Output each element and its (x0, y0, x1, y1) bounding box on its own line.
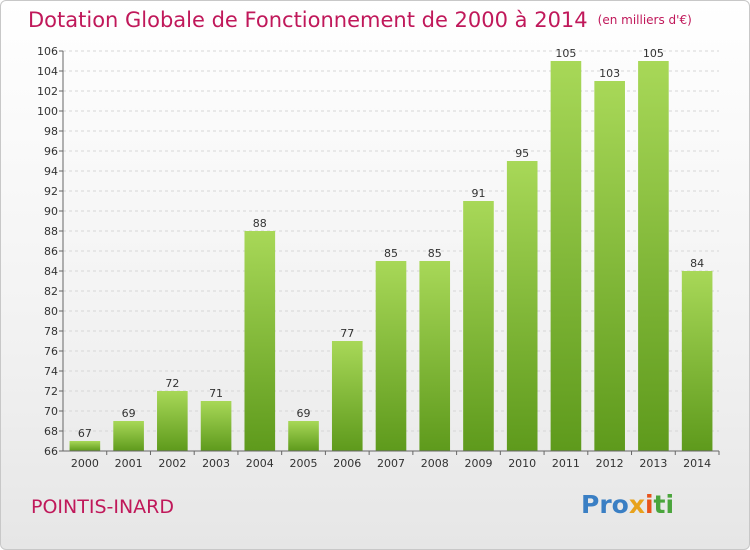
bar-value-label: 71 (209, 387, 223, 400)
y-tick-label: 106 (37, 45, 58, 58)
bar (638, 61, 669, 451)
y-tick-label: 80 (44, 305, 58, 318)
logo-part-4: ti (653, 490, 675, 519)
x-axis-ticks: 2000 2001 2002 2003 2004 2005 2006 2007 2008 2009… (71, 451, 720, 470)
bar (244, 231, 276, 451)
bar-value-label: 72 (165, 377, 179, 390)
x-tick-label: 2007 (377, 457, 405, 470)
bar (594, 81, 625, 451)
bar-value-label: 105 (555, 47, 576, 60)
y-tick-label: 102 (37, 85, 58, 98)
x-tick-label: 2012 (596, 457, 624, 470)
bar-value-label: 84 (690, 257, 704, 270)
bar (419, 261, 451, 451)
x-tick-label: 2011 (552, 457, 580, 470)
x-tick-label: 2003 (202, 457, 230, 470)
x-tick-label: 2005 (290, 457, 318, 470)
logo-part-3: i (644, 490, 654, 519)
bar (200, 401, 232, 451)
bar (550, 61, 582, 451)
y-tick-label: 76 (44, 345, 58, 358)
bars: 67 69 72 71 88 69 77 85 85 91 95 105 103 105 84 (69, 47, 713, 451)
bar-value-label: 91 (471, 187, 485, 200)
y-tick-label: 92 (44, 185, 58, 198)
bar (69, 441, 101, 451)
x-tick-label: 2014 (683, 457, 711, 470)
bar-value-label: 85 (428, 247, 442, 260)
x-tick-label: 2002 (158, 457, 186, 470)
bar-value-label: 67 (78, 427, 92, 440)
y-tick-label: 88 (44, 225, 58, 238)
y-tick-label: 78 (44, 325, 58, 338)
x-tick-label: 2004 (246, 457, 274, 470)
y-tick-label: 84 (44, 265, 58, 278)
y-tick-label: 98 (44, 125, 58, 138)
x-tick-label: 2006 (333, 457, 361, 470)
y-axis-ticks: 66 68 70 72 74 76 78 80 82 84 86 88 90 92 94 96 98 100 102… (37, 45, 63, 458)
x-tick-label: 2001 (115, 457, 143, 470)
y-tick-label: 66 (44, 445, 58, 458)
commune-name: POINTIS-INARD (31, 496, 175, 518)
bar-value-label: 77 (340, 327, 354, 340)
y-tick-label: 82 (44, 285, 58, 298)
bar (288, 421, 319, 451)
bar (375, 261, 407, 451)
bar (157, 391, 188, 451)
y-tick-label: 90 (44, 205, 58, 218)
x-tick-label: 2013 (639, 457, 667, 470)
bar-value-label: 69 (122, 407, 136, 420)
x-tick-label: 2000 (71, 457, 99, 470)
proxiti-logo[interactable]: Proxiti (581, 490, 674, 519)
logo-part-2: x (628, 490, 645, 519)
y-tick-label: 68 (44, 425, 58, 438)
bar-value-label: 95 (515, 147, 529, 160)
bar-value-label: 103 (599, 67, 620, 80)
y-tick-label: 70 (44, 405, 58, 418)
y-tick-label: 86 (44, 245, 58, 258)
chart-title-text: Dotation Globale de Fonctionnement de 20… (28, 8, 588, 32)
bar-value-label: 105 (643, 47, 664, 60)
bar-value-label: 88 (253, 217, 267, 230)
y-tick-label: 104 (37, 65, 58, 78)
y-tick-label: 94 (44, 165, 58, 178)
x-tick-label: 2009 (464, 457, 492, 470)
chart-unit: (en milliers d'€) (597, 13, 692, 27)
bar-value-label: 69 (297, 407, 311, 420)
bar (331, 341, 363, 451)
x-tick-label: 2010 (508, 457, 536, 470)
bar (681, 271, 713, 451)
y-tick-label: 74 (44, 365, 58, 378)
logo-part-1: Pro (581, 490, 629, 519)
y-tick-label: 96 (44, 145, 58, 158)
bar (113, 421, 144, 451)
y-tick-label: 100 (37, 105, 58, 118)
bar (506, 161, 538, 451)
bar (463, 201, 494, 451)
y-tick-label: 72 (44, 385, 58, 398)
chart-title: Dotation Globale de Fonctionnement de 20… (28, 8, 692, 32)
x-tick-label: 2008 (421, 457, 449, 470)
bar-value-label: 85 (384, 247, 398, 260)
